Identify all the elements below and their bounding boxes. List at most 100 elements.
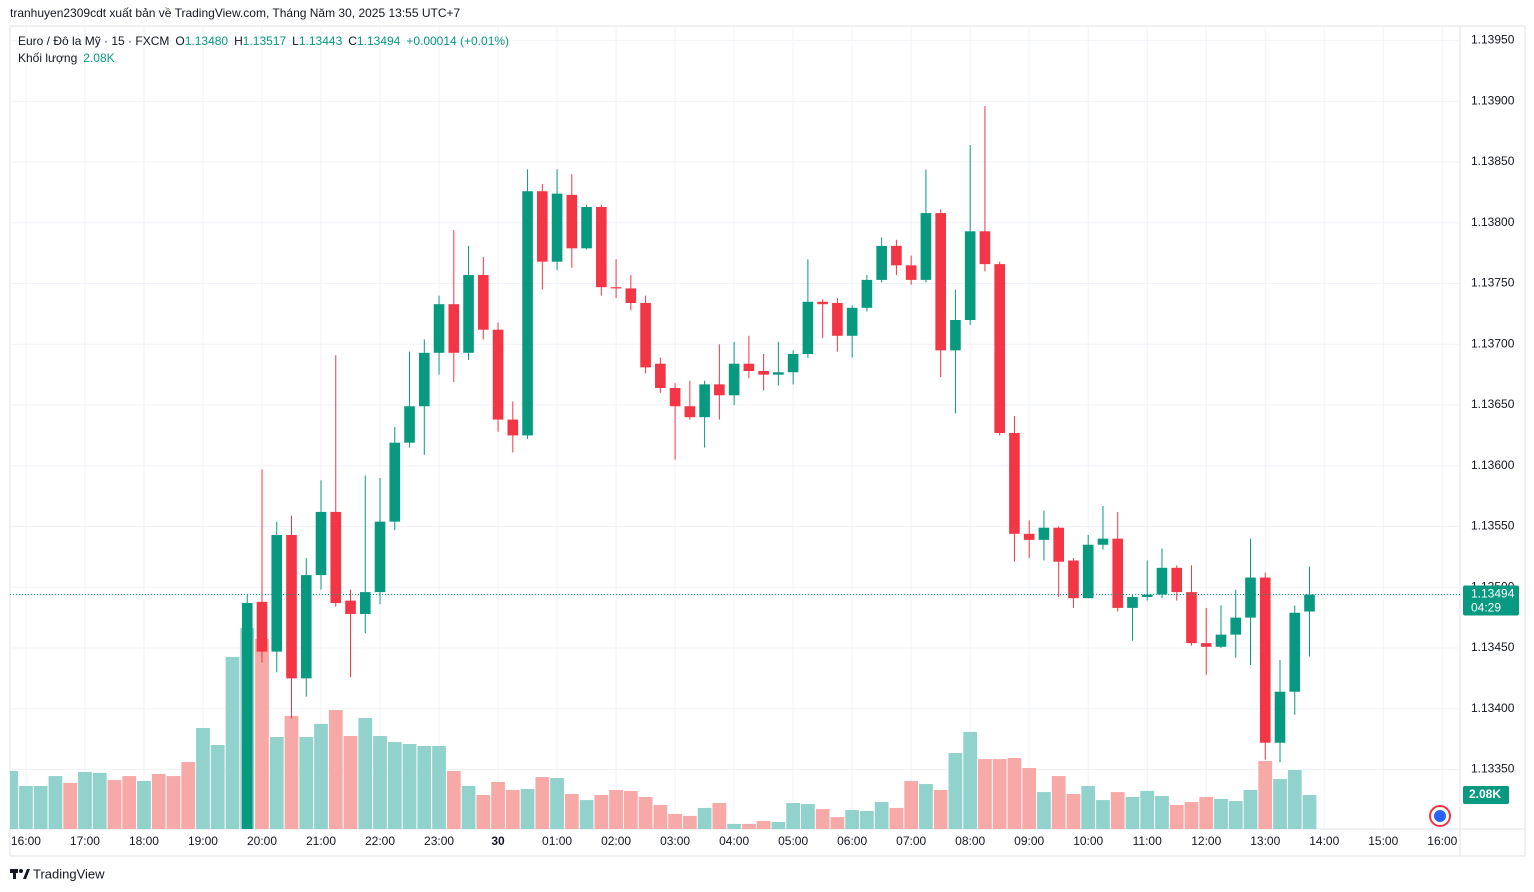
candle-body (1200, 643, 1212, 647)
candle-body (861, 279, 873, 308)
candle-body (1112, 538, 1124, 608)
h-label: H (234, 34, 243, 48)
volume-bar (712, 803, 727, 829)
volume-bar (166, 776, 181, 829)
y-tick-label: 1.13550 (1471, 519, 1515, 533)
x-tick-label: 01:00 (542, 834, 572, 848)
candle-body (684, 406, 696, 418)
volume-bar (668, 813, 682, 829)
volume-bar (1155, 795, 1169, 829)
x-tick-label: 23:00 (424, 834, 454, 848)
candle-body (374, 521, 386, 593)
h-value: 1.13517 (243, 34, 287, 48)
volume-bar (33, 786, 48, 829)
volume-bar (889, 807, 904, 829)
volume-bar (92, 772, 107, 829)
volume-bar (269, 736, 284, 829)
volume-bar (978, 759, 992, 829)
candle-body (1230, 617, 1242, 635)
candle-body (1141, 594, 1153, 597)
candle-body (728, 363, 740, 396)
x-tick-label: 05:00 (778, 834, 808, 848)
volume-bar (1243, 789, 1258, 829)
x-tick-label: 07:00 (896, 834, 926, 848)
volume-bar (1051, 776, 1066, 829)
volume-value: 2.08K (83, 51, 114, 65)
volume-bar (653, 804, 668, 829)
candle-body (433, 304, 445, 353)
volume-bar (1096, 800, 1110, 829)
volume-bar (860, 811, 874, 829)
y-tick-label: 1.13800 (1471, 215, 1515, 229)
volume-bar (520, 788, 535, 829)
volume-bar (638, 796, 653, 829)
candle-body (404, 406, 415, 443)
volume-bar (609, 789, 623, 829)
candle-body (802, 301, 814, 355)
candle-body (610, 287, 622, 289)
y-tick-label: 1.13850 (1471, 154, 1515, 168)
countdown: 04:29 (1471, 601, 1501, 615)
candle-body (876, 245, 887, 280)
candle-body (964, 231, 976, 320)
candle-body (1068, 560, 1079, 599)
candle-body (920, 213, 932, 280)
candle-body (625, 288, 637, 303)
candle-body (315, 511, 327, 576)
volume-bar (594, 795, 609, 829)
candle-body (817, 301, 828, 305)
candle-body (1053, 527, 1065, 562)
volume-bar (314, 723, 328, 829)
candle-body (891, 245, 902, 266)
volume-bar (107, 779, 122, 829)
candle-body (359, 592, 371, 614)
legend-volume: Khối lượng 2.08K (18, 51, 115, 65)
candle-body (1023, 533, 1035, 540)
publisher: tranhuyen2309cdt xuất bản về TradingView… (10, 6, 461, 20)
candle-body (787, 354, 799, 373)
candle-body (1289, 612, 1301, 692)
globe-icon-inner (1434, 810, 1446, 822)
y-tick-label: 1.13350 (1471, 762, 1515, 776)
candle-body (699, 384, 710, 418)
candle-body (655, 363, 666, 389)
legend-ohlc: Euro / Đô la Mỹ · 15 · FXCM O1.13480 H1.13… (18, 34, 509, 48)
candle-body (1127, 596, 1138, 608)
c-value: 1.13494 (357, 34, 401, 48)
volume-bar (948, 753, 963, 829)
candle-body (418, 352, 430, 407)
volume-bar (771, 821, 786, 829)
y-tick-label: 1.13900 (1471, 93, 1515, 107)
symbol: Euro / Đô la Mỹ · 15 · FXCM (18, 34, 169, 48)
candle-body (1082, 544, 1094, 599)
candle-body (1171, 567, 1183, 593)
candle-body (905, 265, 917, 280)
candle-body (669, 388, 681, 407)
footer-brand: TradingView (33, 866, 105, 881)
candle-body (477, 275, 489, 330)
volume-bar (151, 773, 166, 829)
candle-body (994, 264, 1005, 433)
candle-body (1186, 592, 1197, 644)
volume-bar (505, 789, 520, 829)
candle-body (596, 207, 607, 288)
candle-body (1259, 577, 1271, 743)
o-label: O (175, 34, 184, 48)
volume-bar (63, 782, 78, 829)
volume-bar (830, 817, 845, 829)
candle-body (389, 442, 401, 522)
candle-body (640, 302, 651, 368)
y-tick-label: 1.13450 (1471, 640, 1515, 654)
volume-label-box (1463, 786, 1509, 805)
volume-bar (845, 810, 860, 829)
candle-body (463, 275, 474, 353)
volume-bar (801, 803, 815, 829)
volume-bar (815, 809, 830, 829)
candle-body (758, 371, 769, 375)
volume-bar (682, 815, 697, 829)
candle-body (714, 384, 725, 396)
volume-bar (210, 745, 225, 829)
volume-bar (1169, 804, 1184, 829)
